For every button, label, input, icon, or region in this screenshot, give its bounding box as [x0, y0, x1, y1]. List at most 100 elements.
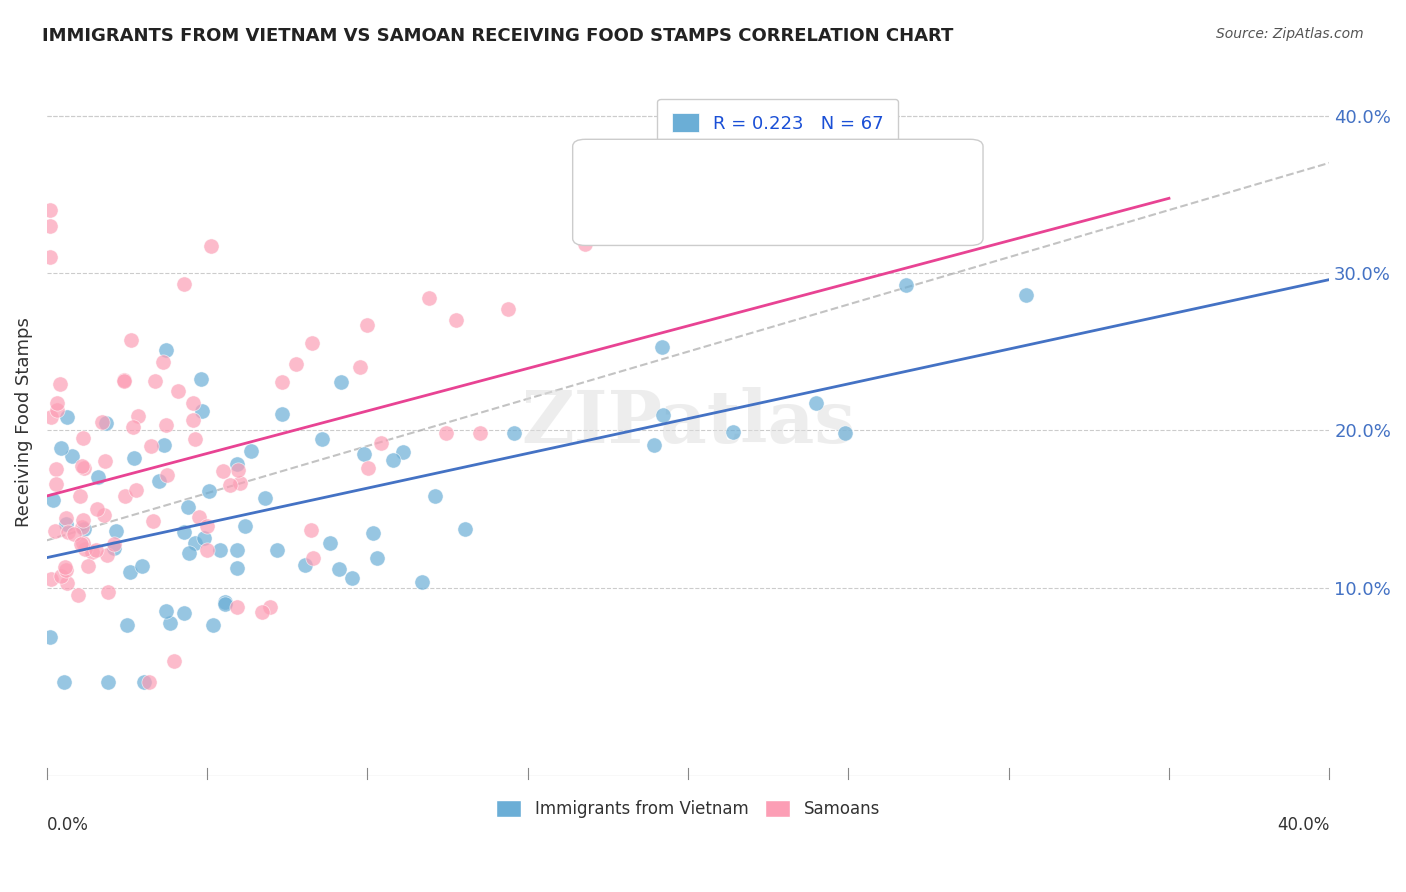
- Point: [72, 513, 94, 527]
- Point: [39, 250, 62, 264]
- Point: [56, 575, 79, 590]
- Point: [39, 202, 62, 217]
- Point: [250, 605, 273, 619]
- Point: [53, 559, 76, 574]
- Point: [219, 478, 242, 492]
- Point: [804, 396, 827, 410]
- Point: [225, 543, 247, 558]
- Point: [141, 439, 163, 453]
- Point: [56, 525, 79, 540]
- Point: [87, 470, 110, 484]
- Point: [103, 537, 125, 551]
- Point: [93, 508, 115, 523]
- Point: [418, 292, 440, 306]
- Point: [155, 418, 177, 433]
- Point: [190, 372, 212, 386]
- Point: [214, 595, 236, 609]
- Point: [45, 395, 67, 409]
- Point: [114, 489, 136, 503]
- Point: [382, 452, 405, 467]
- Point: [155, 604, 177, 618]
- Point: [56, 410, 79, 425]
- Point: [328, 562, 350, 576]
- Point: [127, 409, 149, 424]
- Point: [319, 536, 342, 550]
- Point: [143, 374, 166, 388]
- Point: [163, 655, 186, 669]
- Point: [63, 526, 86, 541]
- Point: [46, 402, 69, 417]
- Text: ZIPatlas: ZIPatlas: [522, 387, 855, 458]
- Point: [233, 519, 256, 533]
- Point: [1014, 287, 1036, 301]
- Point: [179, 546, 201, 560]
- Point: [574, 236, 596, 251]
- Point: [94, 417, 117, 431]
- Point: [122, 419, 145, 434]
- Point: [423, 489, 446, 503]
- Point: [181, 396, 204, 410]
- Point: [496, 301, 519, 316]
- Point: [53, 674, 76, 689]
- Point: [152, 438, 174, 452]
- Point: [44, 524, 66, 538]
- Point: [90, 415, 112, 429]
- Y-axis label: Receiving Food Stamps: Receiving Food Stamps: [15, 318, 32, 527]
- Point: [124, 483, 146, 497]
- Point: [229, 476, 252, 491]
- Point: [301, 335, 323, 350]
- Point: [190, 404, 212, 418]
- Point: [266, 542, 288, 557]
- Point: [120, 333, 142, 347]
- Point: [41, 572, 63, 586]
- Point: [148, 474, 170, 488]
- Point: [270, 376, 292, 390]
- Point: [112, 374, 135, 388]
- Point: [643, 438, 665, 452]
- Point: [49, 441, 72, 455]
- Point: [228, 462, 250, 476]
- Point: [60, 450, 83, 464]
- Point: [353, 447, 375, 461]
- Point: [69, 489, 91, 503]
- Point: [55, 563, 77, 577]
- Point: [70, 520, 93, 534]
- Point: [155, 343, 177, 358]
- Point: [330, 375, 353, 389]
- Point: [39, 410, 62, 425]
- Point: [142, 514, 165, 528]
- Point: [896, 278, 918, 293]
- Point: [214, 597, 236, 611]
- Point: [72, 522, 94, 536]
- Point: [132, 674, 155, 689]
- Point: [652, 408, 675, 422]
- Point: [72, 431, 94, 445]
- Point: [197, 483, 219, 498]
- Point: [446, 313, 468, 327]
- Point: [44, 462, 66, 476]
- Point: [259, 600, 281, 615]
- Point: [184, 432, 207, 446]
- Point: [122, 450, 145, 465]
- Point: [84, 543, 107, 558]
- Point: [51, 569, 73, 583]
- Point: [49, 376, 72, 391]
- Point: [70, 459, 93, 474]
- Point: [834, 426, 856, 441]
- Point: [104, 524, 127, 539]
- Point: [357, 460, 380, 475]
- Point: [181, 412, 204, 426]
- Point: [193, 531, 215, 545]
- Point: [55, 511, 77, 525]
- Point: [156, 468, 179, 483]
- Point: [70, 537, 93, 551]
- Point: [502, 426, 524, 441]
- Point: [434, 426, 457, 441]
- Text: IMMIGRANTS FROM VIETNAM VS SAMOAN RECEIVING FOOD STAMPS CORRELATION CHART: IMMIGRANTS FROM VIETNAM VS SAMOAN RECEIV…: [42, 27, 953, 45]
- Point: [208, 542, 231, 557]
- Point: [239, 444, 262, 458]
- Text: Source: ZipAtlas.com: Source: ZipAtlas.com: [1216, 27, 1364, 41]
- Point: [342, 571, 364, 585]
- Point: [651, 340, 673, 354]
- Point: [356, 318, 378, 333]
